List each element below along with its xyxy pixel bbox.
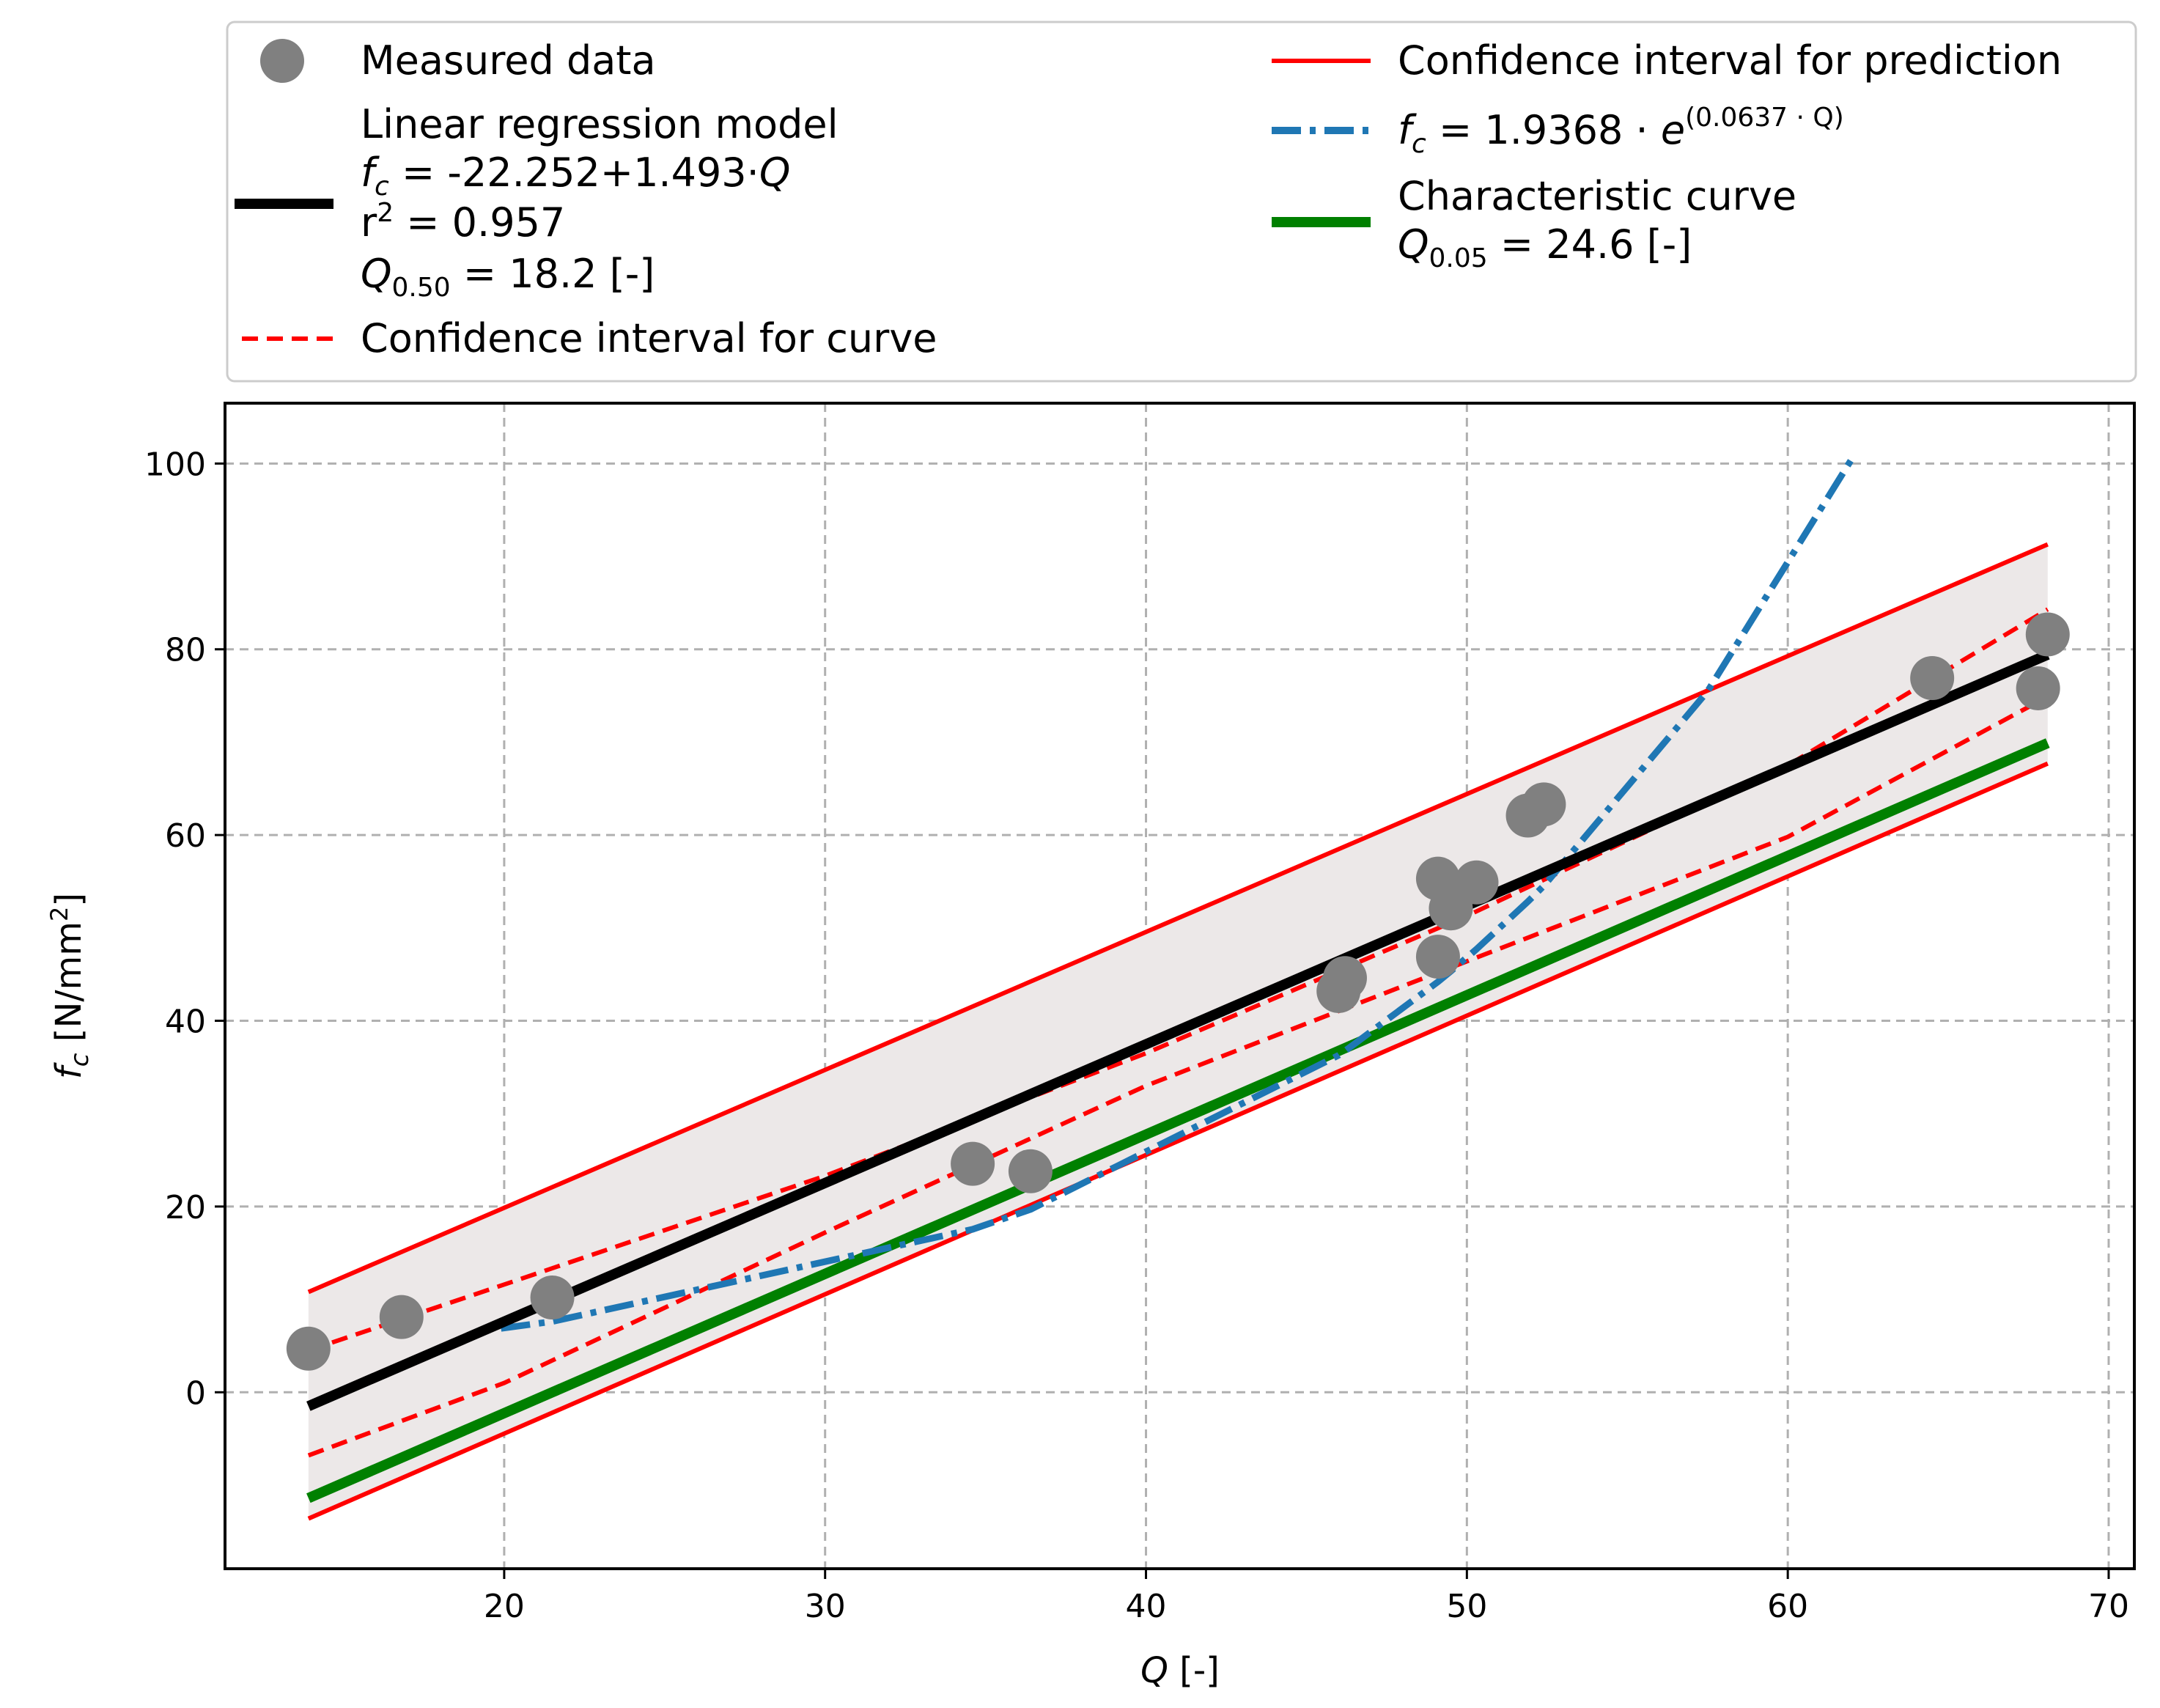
measured-point bbox=[1910, 656, 1955, 701]
legend-measured-label: Measured data bbox=[361, 37, 656, 84]
y-tick-label: 60 bbox=[165, 817, 206, 855]
measured-point bbox=[1322, 956, 1367, 1001]
legend-ci-curve-label: Confidence interval for curve bbox=[361, 315, 937, 361]
regression-line bbox=[306, 649, 2050, 1411]
measured-point bbox=[951, 1141, 995, 1186]
x-tick-label: 50 bbox=[1446, 1588, 1487, 1625]
measured-point bbox=[1008, 1149, 1053, 1193]
y-tick-label: 40 bbox=[165, 1004, 206, 1041]
x-tick-label: 60 bbox=[1767, 1588, 1808, 1625]
legend: Measured data Linear regression model fc… bbox=[226, 21, 2137, 383]
measured-point bbox=[379, 1295, 424, 1339]
measured-point bbox=[1454, 860, 1499, 905]
legend-measured-marker bbox=[260, 39, 304, 83]
characteristic-curve bbox=[306, 738, 2050, 1503]
measured-point bbox=[1522, 782, 1566, 827]
y-tick-label: 100 bbox=[144, 446, 206, 483]
ticks: 20 30 40 50 60 70 0 20 40 60 80 100 bbox=[144, 446, 2129, 1625]
legend-r2: r2 = 0.957 bbox=[361, 198, 565, 246]
prediction-interval-upper bbox=[307, 542, 2049, 1295]
y-tick-label: 20 bbox=[165, 1189, 206, 1226]
x-tick-label: 40 bbox=[1126, 1588, 1167, 1625]
measured-point bbox=[2025, 612, 2070, 657]
y-axis-label: fc [N/mm2] bbox=[45, 893, 95, 1079]
legend-q50: Q0.50 = 18.2 [-] bbox=[361, 251, 655, 303]
x-tick-label: 70 bbox=[2088, 1588, 2129, 1625]
legend-exponential-label: fc = 1.9368 · e(0.0637 · Q) bbox=[1398, 103, 1844, 159]
measured-point bbox=[530, 1276, 575, 1320]
measured-point bbox=[2016, 666, 2060, 710]
legend-ci-prediction-label: Confidence interval for prediction bbox=[1398, 37, 2062, 84]
legend-characteristic-title: Characteristic curve bbox=[1398, 173, 1796, 219]
measured-point bbox=[286, 1326, 331, 1371]
y-tick-label: 0 bbox=[185, 1374, 206, 1412]
x-axis-label: Q [-] bbox=[1140, 1650, 1220, 1691]
legend-q05: Q0.05 = 24.6 [-] bbox=[1398, 221, 1692, 273]
measured-points bbox=[286, 612, 2070, 1371]
measured-point bbox=[1415, 935, 1460, 979]
confidence-curve-lower bbox=[307, 694, 2049, 1458]
legend-regression-title: Linear regression model bbox=[361, 101, 838, 147]
exponential-fit bbox=[500, 457, 1855, 1332]
x-tick-label: 30 bbox=[805, 1588, 846, 1625]
prediction-interval-lower bbox=[307, 761, 2049, 1521]
legend-frame bbox=[226, 21, 2137, 383]
y-tick-label: 80 bbox=[165, 632, 206, 669]
confidence-curve-upper bbox=[307, 607, 2049, 1353]
plot-frame bbox=[224, 402, 2136, 1570]
series-layer bbox=[306, 457, 2050, 1521]
x-tick-label: 20 bbox=[484, 1588, 525, 1625]
legend-regression-equation: fc = -22.252+1.493·Q bbox=[361, 150, 790, 202]
